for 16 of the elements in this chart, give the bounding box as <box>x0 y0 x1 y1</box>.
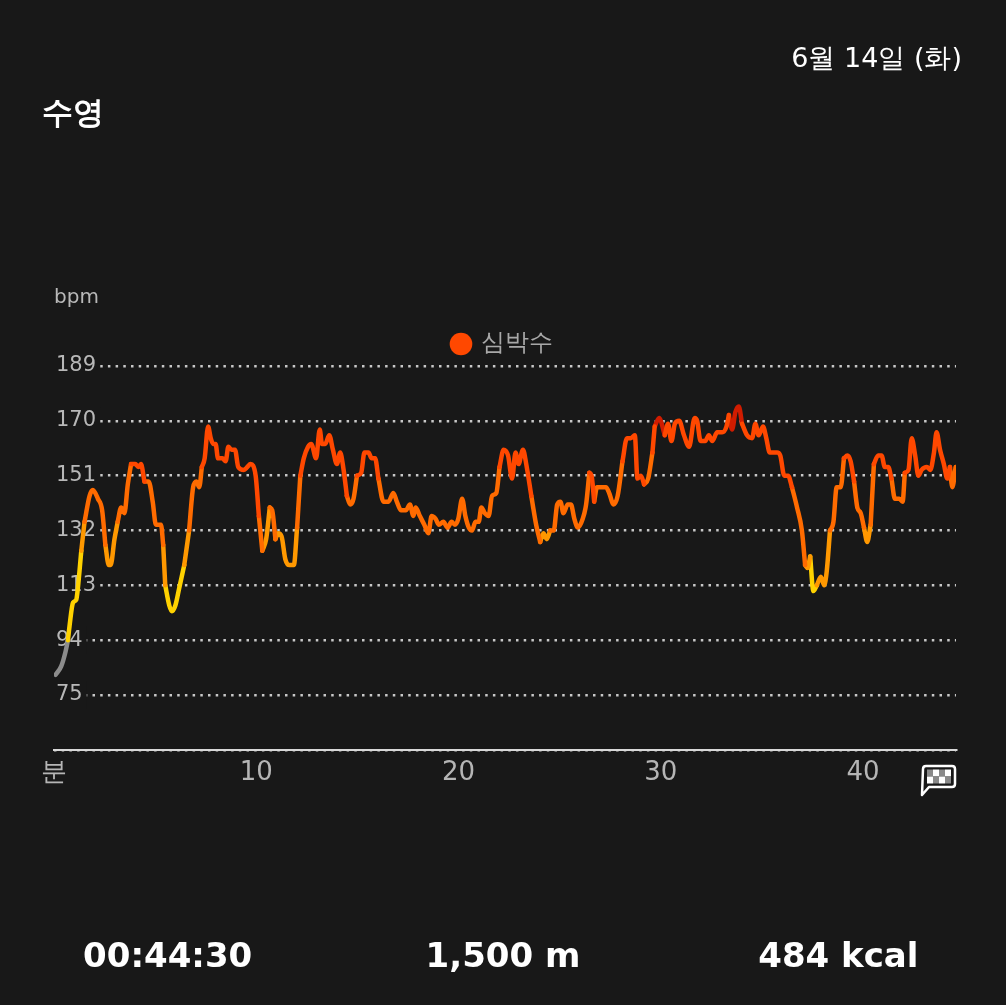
chart-subtitle: 6월 14일 (화) <box>791 41 962 75</box>
x-tick-label: 30 <box>644 756 678 787</box>
y-tick-label: 170 <box>56 407 97 432</box>
y-tick-label: 151 <box>56 462 97 487</box>
x-tick-label: 10 <box>239 756 273 787</box>
x-tick-label: 20 <box>441 756 476 787</box>
x-tick-label: 40 <box>846 756 880 787</box>
x-tick-label: 분 <box>41 756 67 787</box>
text: 1,500 m <box>424 935 582 975</box>
text: 00:44:30 <box>82 935 254 975</box>
legend-label: 심박수 <box>481 328 553 357</box>
y-tick-label: 189 <box>56 352 97 377</box>
y-tick-label: 75 <box>56 681 83 706</box>
y-axis-title: bpm <box>54 284 99 309</box>
chart-title: 수영 <box>42 93 104 132</box>
text: 484 kcal <box>757 935 920 975</box>
